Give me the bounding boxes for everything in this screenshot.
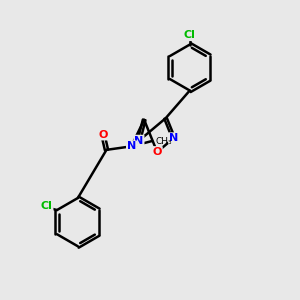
Text: N: N (169, 133, 178, 143)
Text: O: O (152, 147, 162, 157)
Text: N: N (134, 136, 144, 146)
Text: N: N (127, 141, 136, 151)
Text: Cl: Cl (41, 201, 52, 211)
Text: CH₃: CH₃ (156, 136, 172, 146)
Text: O: O (98, 130, 108, 140)
Text: Cl: Cl (184, 30, 196, 40)
